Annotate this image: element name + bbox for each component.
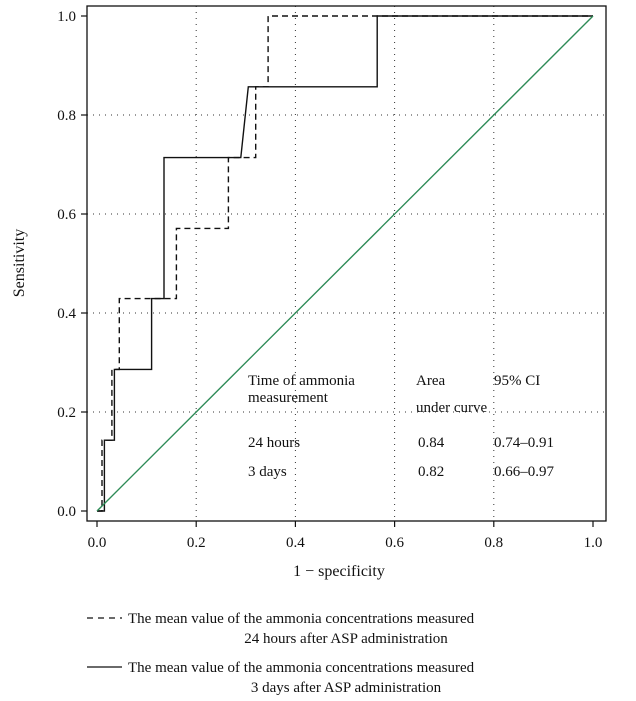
annotation-row-label: 24 hours [248,435,300,451]
x-tick-label: 0.8 [484,535,503,551]
annotation-header-auc-line1: Area [416,373,445,389]
x-axis-label: 1 − specificity [293,563,385,580]
grid [87,6,606,521]
legend-entry-line2: 3 days after ASP administration [251,680,442,696]
x-tick-label: 0.6 [385,535,404,551]
annotation-row-ci: 0.74–0.91 [494,435,554,451]
x-tick-label: 0.0 [88,535,107,551]
legend-entry-line2: 24 hours after ASP administration [244,631,448,647]
x-tick-label: 1.0 [584,535,603,551]
reference-diagonal-line [96,15,594,512]
y-tick-label: 0.4 [57,306,76,322]
y-tick-label: 0.6 [57,207,76,223]
annotation-header-ci: 95% CI [494,373,540,389]
roc-curve-3-days [97,15,593,512]
series-group [96,15,594,512]
legend-entry-line1: The mean value of the ammonia concentrat… [128,611,475,627]
legend: The mean value of the ammonia concentrat… [87,611,475,696]
y-tick-label: 0.0 [57,504,76,520]
annotation-row-auc: 0.84 [418,435,445,451]
axis-ticks: 0.0 0.2 0.4 0.6 0.8 1.0 0.0 0.2 0.4 0.6 0.8 1.0 [57,9,602,551]
y-tick-label: 1.0 [57,9,76,25]
annotation-header-auc-line2: under curve [416,400,488,416]
annotation-row-ci: 0.66–0.97 [494,464,555,480]
x-tick-label: 0.4 [286,535,305,551]
plot-frame [86,5,607,522]
y-axis-label: Sensitivity [11,229,28,297]
annotation-row-label: 3 days [248,464,287,480]
annotation-header-time-line2: measurement [248,390,329,406]
y-tick-label: 0.8 [57,108,76,124]
x-tick-label: 0.2 [187,535,206,551]
annotation-row-auc: 0.82 [418,464,444,480]
legend-entry-line1: The mean value of the ammonia concentrat… [128,660,475,676]
annotation-header-time-line1: Time of ammonia [248,373,355,389]
y-tick-label: 0.2 [57,405,76,421]
auc-annotation-table: Time of ammonia measurement Area under c… [248,373,555,480]
